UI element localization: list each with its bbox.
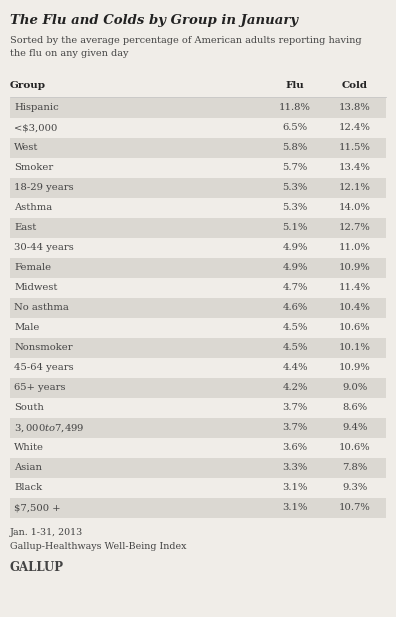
- Text: East: East: [14, 223, 36, 233]
- Text: Group: Group: [10, 81, 46, 91]
- Text: 3.3%: 3.3%: [282, 463, 308, 473]
- Bar: [10, 338, 386, 358]
- Bar: [10, 138, 386, 158]
- Text: 3.6%: 3.6%: [282, 444, 308, 452]
- Text: 4.7%: 4.7%: [282, 283, 308, 292]
- Bar: [10, 498, 386, 518]
- Text: 4.5%: 4.5%: [282, 323, 308, 333]
- Text: Black: Black: [14, 484, 42, 492]
- Bar: [10, 438, 386, 458]
- Text: GALLUP: GALLUP: [10, 561, 64, 574]
- Text: Sorted by the average percentage of American adults reporting having
the flu on : Sorted by the average percentage of Amer…: [10, 36, 362, 57]
- Bar: [10, 198, 386, 218]
- Text: Gallup-Healthways Well-Being Index: Gallup-Healthways Well-Being Index: [10, 542, 187, 551]
- Text: <$3,000: <$3,000: [14, 123, 57, 133]
- Text: 5.3%: 5.3%: [282, 204, 308, 212]
- Text: Nonsmoker: Nonsmoker: [14, 344, 72, 352]
- Text: 7.8%: 7.8%: [343, 463, 367, 473]
- Text: 5.3%: 5.3%: [282, 183, 308, 193]
- Text: 12.7%: 12.7%: [339, 223, 371, 233]
- Text: 4.2%: 4.2%: [282, 384, 308, 392]
- Text: 5.7%: 5.7%: [282, 164, 308, 173]
- Text: 10.1%: 10.1%: [339, 344, 371, 352]
- Text: 3.7%: 3.7%: [282, 423, 308, 433]
- Bar: [10, 478, 386, 498]
- Text: West: West: [14, 144, 38, 152]
- Text: 4.4%: 4.4%: [282, 363, 308, 373]
- Text: 30-44 years: 30-44 years: [14, 244, 74, 252]
- Text: Female: Female: [14, 263, 51, 273]
- Bar: [10, 298, 386, 318]
- Text: 6.5%: 6.5%: [282, 123, 308, 133]
- Text: 9.3%: 9.3%: [343, 484, 367, 492]
- Text: Jan. 1-31, 2013: Jan. 1-31, 2013: [10, 528, 83, 537]
- Text: 10.9%: 10.9%: [339, 263, 371, 273]
- Text: 18-29 years: 18-29 years: [14, 183, 74, 193]
- Bar: [10, 458, 386, 478]
- Text: 4.9%: 4.9%: [282, 244, 308, 252]
- Text: 13.4%: 13.4%: [339, 164, 371, 173]
- Text: 4.9%: 4.9%: [282, 263, 308, 273]
- Text: 5.1%: 5.1%: [282, 223, 308, 233]
- Text: 9.0%: 9.0%: [343, 384, 367, 392]
- Bar: [10, 158, 386, 178]
- Text: South: South: [14, 404, 44, 413]
- Text: 10.6%: 10.6%: [339, 323, 371, 333]
- Text: 13.8%: 13.8%: [339, 104, 371, 112]
- Text: 5.8%: 5.8%: [282, 144, 308, 152]
- Text: 3.7%: 3.7%: [282, 404, 308, 413]
- Text: 10.4%: 10.4%: [339, 304, 371, 312]
- Text: White: White: [14, 444, 44, 452]
- Bar: [10, 378, 386, 398]
- Bar: [10, 318, 386, 338]
- Text: Male: Male: [14, 323, 39, 333]
- Text: 11.4%: 11.4%: [339, 283, 371, 292]
- Text: 12.4%: 12.4%: [339, 123, 371, 133]
- Text: 10.9%: 10.9%: [339, 363, 371, 373]
- Bar: [10, 98, 386, 118]
- Bar: [10, 278, 386, 298]
- Bar: [10, 118, 386, 138]
- Text: Asthma: Asthma: [14, 204, 52, 212]
- Text: 45-64 years: 45-64 years: [14, 363, 74, 373]
- Text: 9.4%: 9.4%: [342, 423, 368, 433]
- Text: 10.6%: 10.6%: [339, 444, 371, 452]
- Text: 3.1%: 3.1%: [282, 503, 308, 513]
- Text: Smoker: Smoker: [14, 164, 53, 173]
- Bar: [10, 358, 386, 378]
- Text: 12.1%: 12.1%: [339, 183, 371, 193]
- Bar: [10, 238, 386, 258]
- Text: The Flu and Colds by Group in January: The Flu and Colds by Group in January: [10, 14, 298, 27]
- Text: $3,000 to $7,499: $3,000 to $7,499: [14, 422, 84, 434]
- Text: 11.8%: 11.8%: [279, 104, 311, 112]
- Text: 10.7%: 10.7%: [339, 503, 371, 513]
- Bar: [10, 418, 386, 438]
- Text: 8.6%: 8.6%: [343, 404, 367, 413]
- Text: 11.0%: 11.0%: [339, 244, 371, 252]
- Text: 14.0%: 14.0%: [339, 204, 371, 212]
- Text: $7,500 +: $7,500 +: [14, 503, 61, 513]
- Bar: [10, 398, 386, 418]
- Text: 4.6%: 4.6%: [282, 304, 308, 312]
- Text: Cold: Cold: [342, 81, 368, 91]
- Text: Asian: Asian: [14, 463, 42, 473]
- Text: 11.5%: 11.5%: [339, 144, 371, 152]
- Text: No asthma: No asthma: [14, 304, 69, 312]
- Text: Hispanic: Hispanic: [14, 104, 59, 112]
- Bar: [10, 218, 386, 238]
- Text: 4.5%: 4.5%: [282, 344, 308, 352]
- Text: Flu: Flu: [286, 81, 305, 91]
- Text: 65+ years: 65+ years: [14, 384, 65, 392]
- Bar: [10, 258, 386, 278]
- Bar: [10, 178, 386, 198]
- Text: Midwest: Midwest: [14, 283, 57, 292]
- Text: 3.1%: 3.1%: [282, 484, 308, 492]
